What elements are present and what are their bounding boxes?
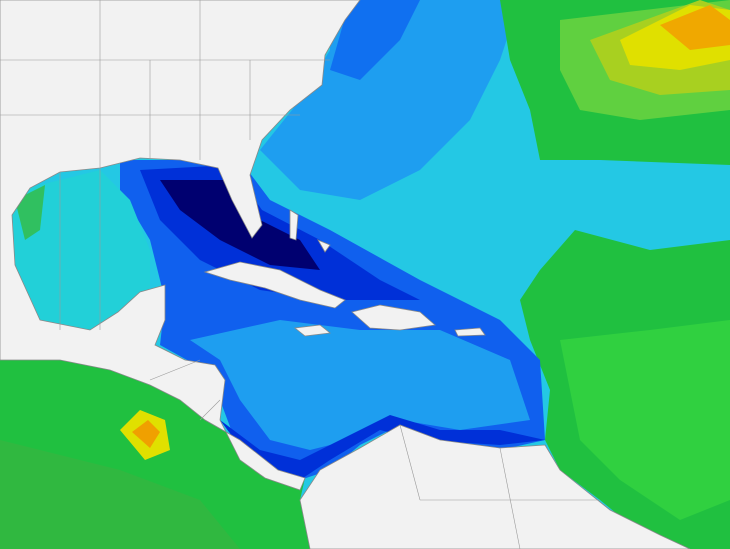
swell-zone	[260, 0, 520, 200]
swell-zone	[190, 320, 530, 450]
island	[351, 304, 436, 331]
swell-zone	[0, 440, 240, 549]
borders	[0, 0, 600, 549]
swell-zone	[12, 170, 150, 330]
swell-zone	[330, 0, 420, 80]
island	[454, 327, 486, 337]
island	[203, 261, 346, 309]
island	[294, 324, 331, 337]
swell-zone	[660, 5, 730, 50]
land	[0, 0, 361, 491]
swell-zone	[220, 415, 545, 480]
swell-zone	[560, 320, 730, 520]
island	[289, 209, 299, 241]
island	[317, 239, 331, 253]
swell-zone	[160, 180, 320, 270]
swell-zone	[132, 420, 160, 448]
